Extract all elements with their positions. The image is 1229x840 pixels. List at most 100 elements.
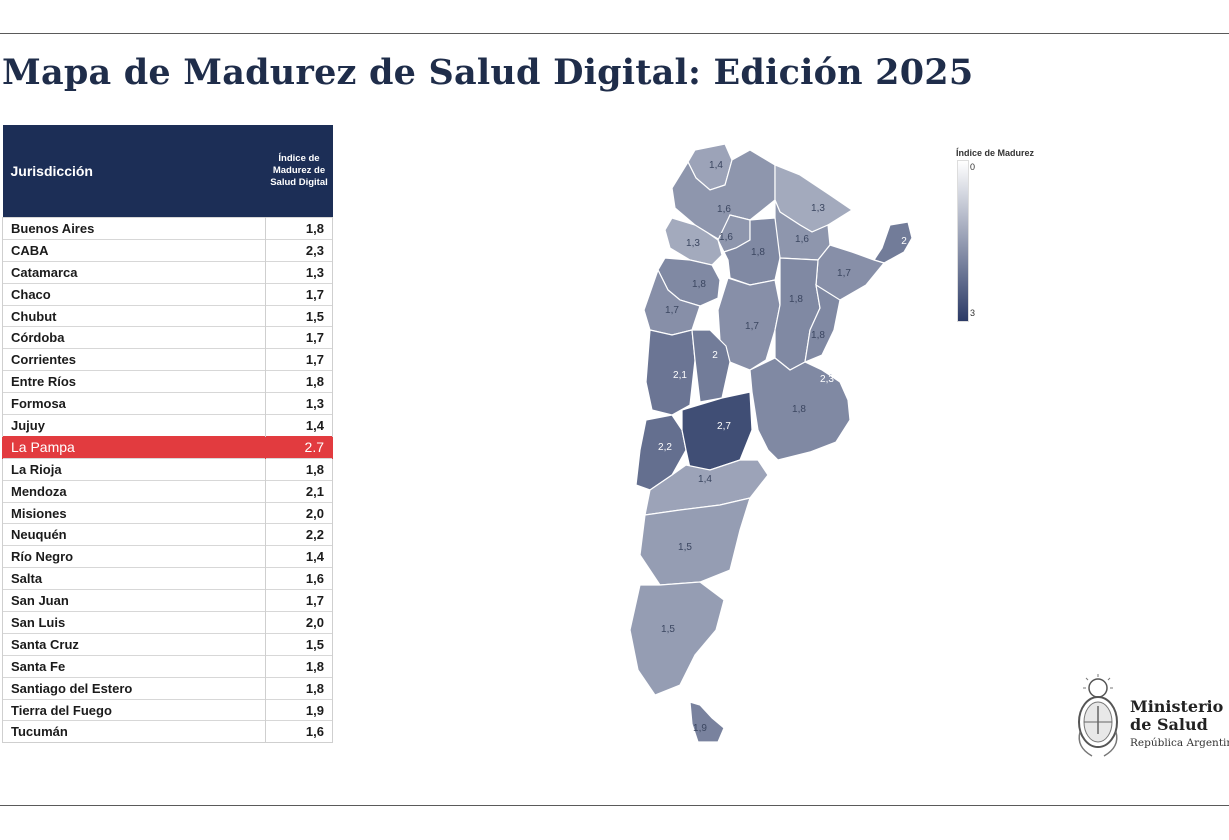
jurisdiction-name: Chaco [2, 282, 266, 306]
table-row: Misiones 2,0 [2, 501, 333, 524]
jurisdiction-name: San Luis [2, 611, 266, 634]
region-tierradelfuego [689, 701, 725, 743]
table-row: Río Negro 1,4 [2, 545, 333, 568]
region-value-label: 1,6 [795, 234, 809, 245]
jurisdiction-name: Entre Ríos [2, 370, 266, 393]
jurisdiction-name: Mendoza [2, 479, 266, 503]
index-value: 1,8 [265, 676, 333, 700]
jurisdiction-table: Jurisdicción Índice de Madurez de Salud … [2, 125, 333, 744]
region-value-label: 2 [901, 236, 907, 247]
region-value-label: 1,5 [661, 624, 675, 635]
region-value-label: 1,8 [751, 247, 765, 258]
region-salta [671, 149, 776, 241]
table-row: CABA 2,3 [2, 238, 333, 262]
index-value: 1,5 [265, 304, 333, 327]
index-value: 1,3 [265, 260, 333, 284]
index-value: 2,3 [265, 238, 333, 262]
header-indice: Índice de Madurez de Salud Digital [265, 125, 333, 218]
jurisdiction-name: San Juan [2, 589, 266, 612]
region-value-label: 1,8 [692, 279, 706, 290]
ministerio-logo: Ministerio de Salud República Argentina [1070, 672, 1229, 762]
region-value-label: 2,3 [820, 374, 834, 385]
index-value: 1,6 [265, 720, 333, 744]
region-sanluis [691, 329, 731, 403]
jurisdiction-name: CABA [2, 238, 266, 262]
region-misiones [873, 221, 913, 264]
jurisdiction-name: Catamarca [2, 260, 266, 284]
region-value-label: 2,1 [673, 370, 687, 381]
index-value: 1,8 [265, 457, 333, 481]
index-value: 1,8 [265, 217, 333, 240]
region-value-label: 1,3 [686, 238, 700, 249]
jurisdiction-name: Neuquén [2, 523, 266, 546]
region-value-label: 1,7 [745, 321, 759, 332]
index-value: 1,6 [265, 567, 333, 590]
table-row: San Luis 2,0 [2, 611, 333, 634]
index-value: 2.7 [265, 435, 333, 459]
region-buenosaires [749, 357, 851, 461]
index-value: 1,9 [265, 698, 333, 721]
table-row: Santa Fe 1,8 [2, 654, 333, 678]
logo-republica: República Argentina [1130, 737, 1229, 749]
region-value-label: 1,8 [811, 330, 825, 341]
jurisdiction-name: Santa Fe [2, 654, 266, 678]
index-value: 1,7 [265, 348, 333, 371]
argentina-map: 1,4 1,6 1,3 1,6 2 1,3 1,6 1,8 1,7 1,8 1,7 1,7 1,8 1,8… [629, 143, 913, 743]
index-value: 1,7 [265, 282, 333, 306]
index-value: 2,1 [265, 479, 333, 503]
table-row: Santa Cruz 1,5 [2, 632, 333, 656]
jurisdiction-name: Santa Cruz [2, 632, 266, 656]
region-catamarca [664, 217, 723, 266]
region-value-label: 2 [712, 350, 718, 361]
jurisdiction-name: Buenos Aires [2, 217, 266, 240]
index-value: 1,8 [265, 370, 333, 393]
index-value: 1,3 [265, 392, 333, 415]
table-row: Chaco 1,7 [2, 282, 333, 306]
jurisdiction-name: Tucumán [2, 720, 266, 744]
region-santacruz [629, 581, 725, 696]
legend-color-scale [957, 160, 969, 322]
jurisdiction-name: Santiago del Estero [2, 676, 266, 700]
index-value: 2,0 [265, 611, 333, 634]
region-value-label: 2,7 [717, 421, 731, 432]
bottom-divider [0, 805, 1229, 806]
region-value-label: 1,6 [719, 232, 733, 243]
table-row: La Rioja 1,8 [2, 457, 333, 481]
index-value: 2,2 [265, 523, 333, 546]
jurisdiction-name: Tierra del Fuego [2, 698, 266, 721]
index-value: 1,4 [265, 545, 333, 568]
jurisdiction-name: Misiones [2, 501, 266, 524]
jurisdiction-name: Río Negro [2, 545, 266, 568]
table-row-highlighted: La Pampa 2.7 [2, 435, 333, 459]
legend-title: Índice de Madurez [956, 148, 1035, 158]
region-chubut [639, 497, 751, 586]
jurisdiction-name: Salta [2, 567, 266, 590]
region-cordoba [717, 277, 781, 371]
region-value-label: 1,6 [717, 204, 731, 215]
legend-max-label: 3 [970, 308, 976, 318]
region-value-label: 1,8 [789, 294, 803, 305]
page-title: Mapa de Madurez de Salud Digital: Edició… [2, 52, 974, 93]
region-value-label: 1,4 [698, 474, 712, 485]
region-value-label: 1,9 [693, 723, 707, 734]
region-value-label: 2,2 [658, 442, 672, 453]
table-row: Santiago del Estero 1,8 [2, 676, 333, 700]
index-value: 1,7 [265, 326, 333, 349]
table-row: Tierra del Fuego 1,9 [2, 698, 333, 721]
index-value: 1,4 [265, 414, 333, 437]
table-row: Córdoba 1,7 [2, 326, 333, 349]
region-value-label: 1,4 [709, 160, 723, 171]
region-mendoza [645, 329, 696, 416]
logo-de-salud: de Salud [1130, 715, 1208, 734]
jurisdiction-name: Corrientes [2, 348, 266, 371]
table-row: Formosa 1,3 [2, 392, 333, 415]
table-row: Entre Ríos 1,8 [2, 370, 333, 393]
region-value-label: 1,8 [792, 404, 806, 415]
region-value-label: 1,7 [837, 268, 851, 279]
jurisdiction-name: La Rioja [2, 457, 266, 481]
table-row: Salta 1,6 [2, 567, 333, 590]
table-row: Buenos Aires 1,8 [2, 217, 333, 240]
region-entrerios [804, 283, 841, 363]
jurisdiction-name: Córdoba [2, 326, 266, 349]
table-row: Corrientes 1,7 [2, 348, 333, 371]
